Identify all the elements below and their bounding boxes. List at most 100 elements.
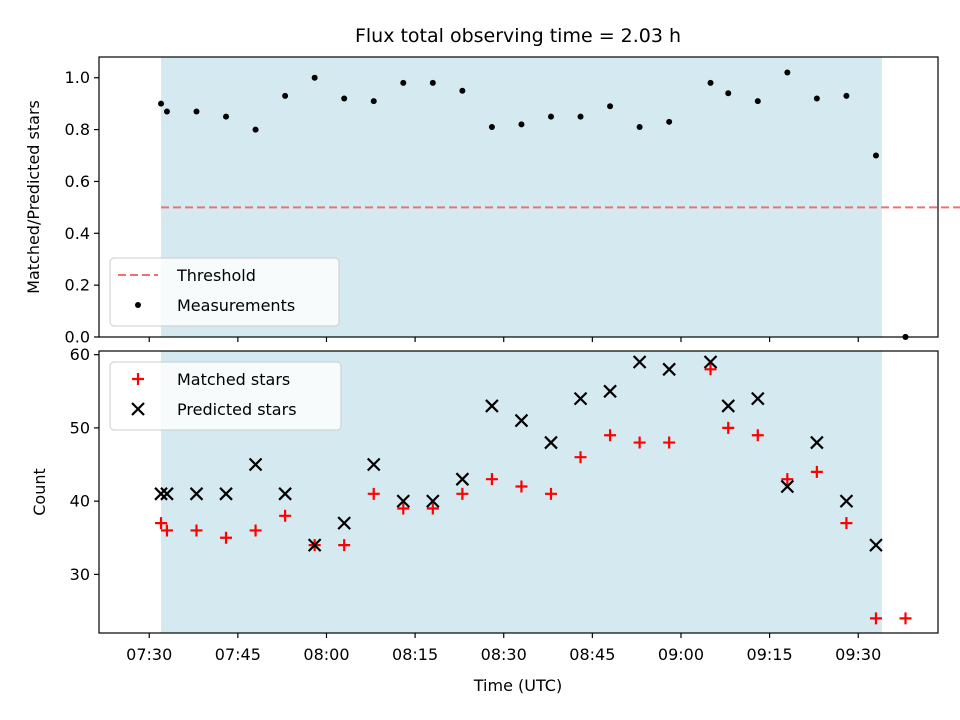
- measurement-point: [488, 124, 495, 130]
- y-tick-label: 30: [70, 565, 90, 584]
- x-tick-label: 09:15: [747, 645, 793, 664]
- matched-star-point: [604, 429, 617, 442]
- matched-star-point: [397, 502, 410, 515]
- matched-star-point: [160, 524, 173, 537]
- y-axis-label: Count: [30, 468, 49, 516]
- matched-star-point: [485, 473, 498, 486]
- measurement-point: [518, 121, 525, 128]
- legend-label: Matched stars: [177, 370, 290, 389]
- predicted-star-point: [248, 457, 263, 472]
- measurement-point: [193, 108, 200, 115]
- matched-star-point: [190, 524, 203, 537]
- axes-frame: [98, 56, 939, 338]
- legend-label: Measurements: [177, 296, 295, 315]
- legend: Matched stars Predicted stars: [109, 361, 342, 431]
- legend-matched-swatch: [132, 373, 144, 385]
- predicted-star-point: [189, 487, 204, 501]
- legend-box: [109, 257, 340, 327]
- x-tick-label: 08:45: [569, 645, 615, 664]
- axes-frame: [98, 350, 939, 634]
- measurement-point: [577, 113, 584, 120]
- matched-star-point: [367, 487, 380, 500]
- matched-star-point: [722, 421, 735, 434]
- matched-star-point: [663, 436, 676, 449]
- measurement-point: [370, 98, 377, 105]
- matched-star-point: [574, 451, 587, 464]
- predicted-star-point: [337, 516, 351, 530]
- x-tick-label: 08:15: [392, 645, 438, 664]
- matched-star-point: [704, 363, 717, 376]
- matched-star-point: [810, 465, 823, 478]
- data-points: [154, 355, 912, 625]
- matched-star-point: [426, 502, 439, 515]
- predicted-star-point: [219, 487, 233, 501]
- predicted-star-point: [603, 384, 617, 399]
- x-tick-label: 09:30: [835, 645, 881, 664]
- chart-title: Flux total observing time = 2.03 h: [355, 25, 681, 47]
- measurement-point: [725, 90, 732, 97]
- predicted-star-point: [426, 494, 440, 508]
- measurement-point: [158, 100, 165, 107]
- predicted-star-point: [366, 457, 381, 472]
- predicted-star-point: [396, 494, 411, 508]
- predicted-star-point: [751, 391, 765, 406]
- measurement-point: [341, 95, 348, 102]
- matched-star-point: [544, 487, 557, 500]
- x-tick-label: 08:30: [481, 645, 527, 664]
- x-tick-label: 07:45: [215, 645, 261, 664]
- predicted-star-point: [662, 362, 676, 377]
- measurement-point: [547, 113, 554, 120]
- measurement-point: [400, 79, 407, 86]
- measurement-point: [636, 124, 643, 130]
- predicted-star-point: [154, 487, 168, 501]
- legend-box: [109, 361, 342, 431]
- predicted-star-point: [869, 538, 883, 552]
- matched-star-point: [249, 524, 262, 537]
- matched-star-point: [633, 436, 646, 449]
- legend-measurement-swatch: [135, 302, 141, 308]
- matched-star-point: [840, 517, 853, 530]
- y-tick-label: 60: [70, 345, 90, 364]
- matched-star-point: [869, 612, 882, 625]
- measurement-point: [607, 103, 614, 110]
- measurement-point: [163, 108, 170, 115]
- predicted-star-point: [278, 487, 292, 501]
- matched-star-point: [515, 480, 528, 493]
- y-tick-label: 0.0: [65, 328, 90, 347]
- matched-star-point: [220, 531, 233, 544]
- matched-star-point: [155, 517, 168, 530]
- measurement-point: [754, 98, 761, 105]
- measurement-point: [872, 152, 879, 159]
- predicted-star-point: [632, 355, 647, 369]
- legend-label: Predicted stars: [177, 400, 297, 419]
- matched-star-point: [899, 612, 912, 625]
- legend-predicted-swatch: [131, 402, 145, 416]
- x-tick-label: 07:30: [126, 645, 172, 664]
- x-tick-label: 09:00: [658, 645, 704, 664]
- y-tick-label: 0.4: [65, 224, 90, 243]
- measurement-point: [223, 113, 230, 120]
- data-points: [158, 69, 909, 337]
- y-tick-label: 0.6: [65, 172, 90, 191]
- predicted-star-point: [455, 472, 470, 486]
- predicted-star-point: [780, 479, 795, 494]
- predicted-star-point: [544, 435, 558, 450]
- predicted-star-point: [514, 413, 529, 428]
- y-axis-label: Matched/Predicted stars: [24, 100, 43, 294]
- legend-label: Threshold: [176, 266, 256, 285]
- predicted-star-point: [703, 355, 718, 369]
- matched-star-point: [456, 487, 469, 500]
- matched-star-point: [751, 429, 764, 442]
- bottom-panel: 30 40 50 60 07:30 07:45 08:00 08:15 08:30 08:45 09…: [30, 345, 939, 664]
- matched-star-point: [338, 539, 351, 552]
- x-axis-label: Time (UTC): [473, 676, 562, 695]
- predicted-star-point: [307, 538, 322, 552]
- measurement-point: [784, 69, 791, 76]
- measurement-point: [311, 74, 318, 81]
- measurement-point: [252, 126, 259, 133]
- predicted-star-point: [810, 435, 824, 450]
- y-tick-label: 0.2: [65, 276, 90, 295]
- measurement-point: [707, 79, 714, 86]
- measurement-point: [843, 92, 850, 99]
